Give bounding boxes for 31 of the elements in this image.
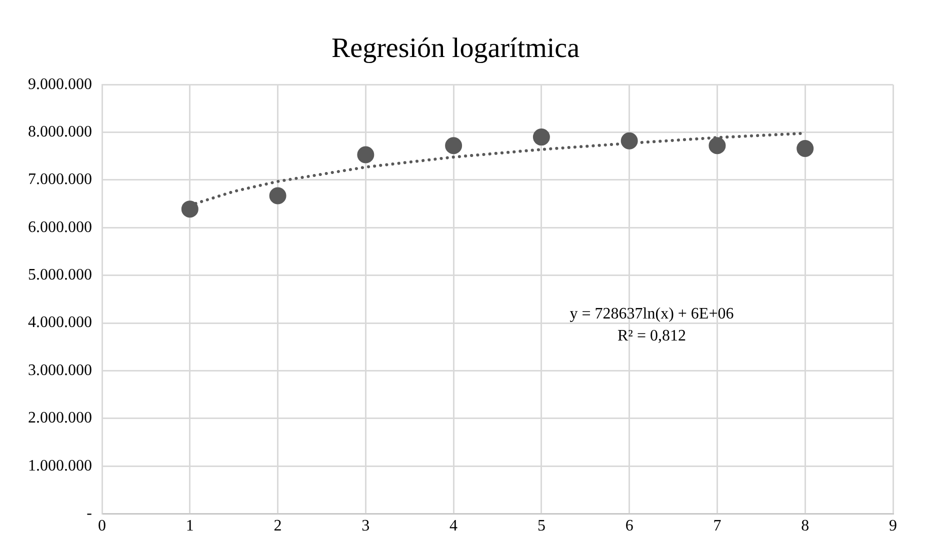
x-tick-label: 4 bbox=[450, 518, 458, 535]
x-tick-label: 3 bbox=[362, 518, 370, 535]
y-tick-label: 3.000.000 bbox=[28, 362, 92, 379]
point bbox=[181, 200, 198, 218]
annotation: R² = 0,812 bbox=[617, 327, 686, 344]
point bbox=[708, 137, 726, 154]
y-tick-label: 1.000.000 bbox=[28, 457, 92, 474]
chart-title: Regresión logarítmica bbox=[331, 33, 580, 64]
point bbox=[620, 132, 638, 150]
annotation: y = 728637ln(x) + 6E+06 bbox=[570, 305, 734, 322]
y-tick-label: 6.000.000 bbox=[28, 218, 92, 236]
x-tick-label: 6 bbox=[625, 518, 634, 535]
x-tick-label: 2 bbox=[274, 518, 282, 535]
y-tick-label: 5.000.000 bbox=[28, 266, 92, 284]
point bbox=[796, 140, 814, 158]
point bbox=[357, 146, 374, 164]
y-tick-label: - bbox=[86, 505, 92, 522]
y-tick-label: 2.000.000 bbox=[28, 410, 92, 427]
x-tick-label: 9 bbox=[889, 518, 897, 535]
point bbox=[445, 137, 462, 154]
x-tick-label: 7 bbox=[713, 518, 722, 535]
x-tick-label: 5 bbox=[537, 518, 546, 535]
x-tick-label: 0 bbox=[98, 518, 106, 535]
point bbox=[269, 187, 286, 204]
point bbox=[532, 128, 550, 146]
x-tick-label: 8 bbox=[801, 518, 810, 535]
y-tick-label: 8.000.000 bbox=[28, 123, 92, 140]
y-tick-label: 4.000.000 bbox=[28, 314, 92, 332]
y-tick-label: 9.000.000 bbox=[28, 76, 92, 93]
x-tick-label: 1 bbox=[186, 518, 194, 535]
y-tick-label: 7.000.000 bbox=[28, 171, 92, 188]
